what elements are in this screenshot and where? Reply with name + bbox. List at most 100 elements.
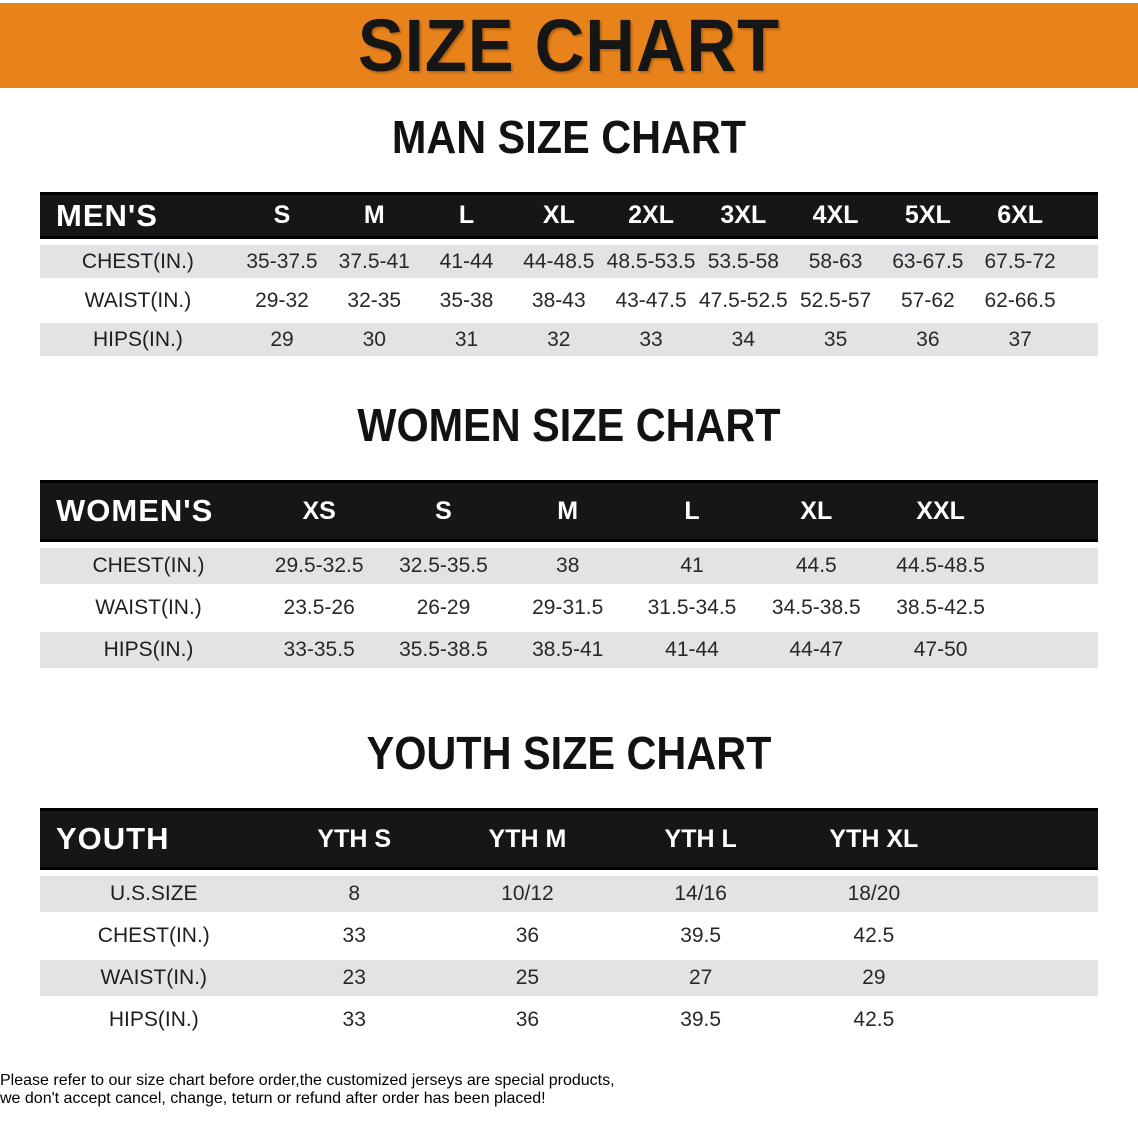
- row-spacer-cell: [1066, 245, 1098, 278]
- table-row: CHEST(IN.) 35-37.5 37.5-41 41-44 44-48.5 48.5…: [40, 245, 1098, 278]
- table-row: WAIST(IN.) 29-32 32-35 35-38 38-43 43-47.5 47.…: [40, 284, 1098, 317]
- size-value-cell: 35-37.5: [235, 245, 329, 278]
- size-value-cell: 42.5: [787, 1002, 961, 1038]
- size-value-cell: 29-32: [235, 284, 329, 317]
- size-value-cell: 25: [440, 960, 615, 996]
- size-value-cell: 34.5-38.5: [754, 590, 879, 626]
- size-value-cell: 38: [505, 548, 630, 584]
- table-row: CHEST(IN.) 29.5-32.5 32.5-35.5 38 41 44.5 44.5…: [40, 548, 1098, 584]
- size-value-cell: 38-43: [512, 284, 605, 317]
- size-column-header: L: [420, 192, 513, 239]
- size-value-cell: 27: [614, 960, 788, 996]
- size-column-header: XL: [512, 192, 605, 239]
- row-label: CHEST(IN.): [40, 245, 236, 278]
- banner: SIZE CHART: [0, 3, 1138, 88]
- size-value-cell: 36: [440, 1002, 615, 1038]
- size-value-cell: 43-47.5: [604, 284, 698, 317]
- size-value-cell: 41: [629, 548, 755, 584]
- size-value-cell: 8: [267, 876, 441, 912]
- size-value-cell: 32.5-35.5: [381, 548, 506, 584]
- size-value-cell: 38.5-42.5: [878, 590, 1003, 626]
- size-value-cell: 42.5: [787, 918, 961, 954]
- row-spacer-cell: [960, 960, 1098, 996]
- row-spacer-cell: [1066, 323, 1098, 356]
- size-value-cell: 44.5: [754, 548, 879, 584]
- size-value-cell: 35: [789, 323, 882, 356]
- size-value-cell: 18/20: [787, 876, 961, 912]
- size-value-cell: 38.5-41: [505, 632, 630, 668]
- row-label: HIPS(IN.): [40, 632, 258, 668]
- size-value-cell: 26-29: [381, 590, 506, 626]
- size-value-cell: 53.5-58: [697, 245, 790, 278]
- table-corner-label: WOMEN'S: [40, 480, 258, 542]
- table-row: WAIST(IN.) 23.5-26 26-29 29-31.5 31.5-34.5 34…: [40, 590, 1098, 626]
- size-value-cell: 44-48.5: [512, 245, 605, 278]
- size-value-cell: 41-44: [420, 245, 513, 278]
- size-column-header: S: [235, 192, 329, 239]
- size-value-cell: 37.5-41: [328, 245, 421, 278]
- size-value-cell: 29: [235, 323, 329, 356]
- size-column-header: M: [505, 480, 630, 542]
- row-spacer-cell: [1002, 590, 1098, 626]
- size-column-header: M: [328, 192, 421, 239]
- size-value-cell: 29.5-32.5: [257, 548, 382, 584]
- row-label: HIPS(IN.): [40, 1002, 268, 1038]
- size-column-header: 4XL: [789, 192, 882, 239]
- table-row: HIPS(IN.) 33 36 39.5 42.5: [40, 1002, 1098, 1038]
- row-label: WAIST(IN.): [40, 960, 268, 996]
- size-value-cell: 35-38: [420, 284, 513, 317]
- size-value-cell: 47.5-52.5: [697, 284, 790, 317]
- women-size-table: WOMEN'S XS S M L XL XXL CHEST(IN.) 29.5-32.5 32.…: [40, 474, 1098, 674]
- disclaimer-line-1: Please refer to our size chart before or…: [0, 1072, 615, 1089]
- size-value-cell: 36: [440, 918, 615, 954]
- size-value-cell: 62-66.5: [973, 284, 1067, 317]
- size-column-header: XL: [754, 480, 879, 542]
- row-label: U.S.SIZE: [40, 876, 268, 912]
- size-value-cell: 33: [267, 1002, 441, 1038]
- header-spacer-cell: [960, 808, 1098, 870]
- youth-section-heading: YOUTH SIZE CHART: [366, 727, 772, 779]
- size-column-header: YTH L: [614, 808, 788, 870]
- size-value-cell: 32: [512, 323, 605, 356]
- size-value-cell: 36: [881, 323, 974, 356]
- size-value-cell: 39.5: [614, 918, 788, 954]
- size-column-header: 6XL: [973, 192, 1067, 239]
- table-corner-label: YOUTH: [40, 808, 268, 870]
- row-spacer-cell: [1002, 632, 1098, 668]
- men-size-table: MEN'S S M L XL 2XL 3XL 4XL 5XL 6XL CHEST(IN.) 35-3…: [40, 186, 1098, 362]
- youth-size-table: YOUTH YTH S YTH M YTH L YTH XL U.S.SIZE 8 10/1…: [40, 802, 1098, 1044]
- size-value-cell: 30: [328, 323, 421, 356]
- size-column-header: 2XL: [604, 192, 698, 239]
- size-column-header: YTH XL: [787, 808, 961, 870]
- size-value-cell: 33-35.5: [257, 632, 382, 668]
- size-value-cell: 44-47: [754, 632, 879, 668]
- header-spacer-cell: [1002, 480, 1098, 542]
- men-table-header-row: MEN'S S M L XL 2XL 3XL 4XL 5XL 6XL: [40, 192, 1098, 239]
- size-column-header: L: [629, 480, 755, 542]
- size-value-cell: 47-50: [878, 632, 1003, 668]
- table-row: CHEST(IN.) 33 36 39.5 42.5: [40, 918, 1098, 954]
- table-row: WAIST(IN.) 23 25 27 29: [40, 960, 1098, 996]
- size-value-cell: 39.5: [614, 1002, 788, 1038]
- row-label: HIPS(IN.): [40, 323, 236, 356]
- table-corner-label: MEN'S: [40, 192, 236, 239]
- size-value-cell: 29-31.5: [505, 590, 630, 626]
- size-column-header: 5XL: [881, 192, 974, 239]
- women-size-section: WOMEN SIZE CHART WOMEN'S XS S M L XL XXL CHEST…: [0, 362, 1138, 674]
- size-value-cell: 31: [420, 323, 513, 356]
- size-value-cell: 57-62: [881, 284, 974, 317]
- table-row: U.S.SIZE 8 10/12 14/16 18/20: [40, 876, 1098, 912]
- size-column-header: YTH M: [440, 808, 615, 870]
- size-column-header: 3XL: [697, 192, 790, 239]
- size-value-cell: 14/16: [614, 876, 788, 912]
- youth-table-header-row: YOUTH YTH S YTH M YTH L YTH XL: [40, 808, 1098, 870]
- youth-size-section: YOUTH SIZE CHART YOUTH YTH S YTH M YTH L YTH…: [0, 674, 1138, 1044]
- row-spacer-cell: [960, 876, 1098, 912]
- women-section-heading: WOMEN SIZE CHART: [357, 399, 781, 451]
- disclaimer-line-2: we don't accept cancel, change, teturn o…: [0, 1090, 546, 1107]
- men-section-heading: MAN SIZE CHART: [391, 111, 747, 163]
- table-row: HIPS(IN.) 33-35.5 35.5-38.5 38.5-41 41-44 44-…: [40, 632, 1098, 668]
- size-value-cell: 37: [973, 323, 1067, 356]
- size-value-cell: 23: [267, 960, 441, 996]
- size-value-cell: 10/12: [440, 876, 615, 912]
